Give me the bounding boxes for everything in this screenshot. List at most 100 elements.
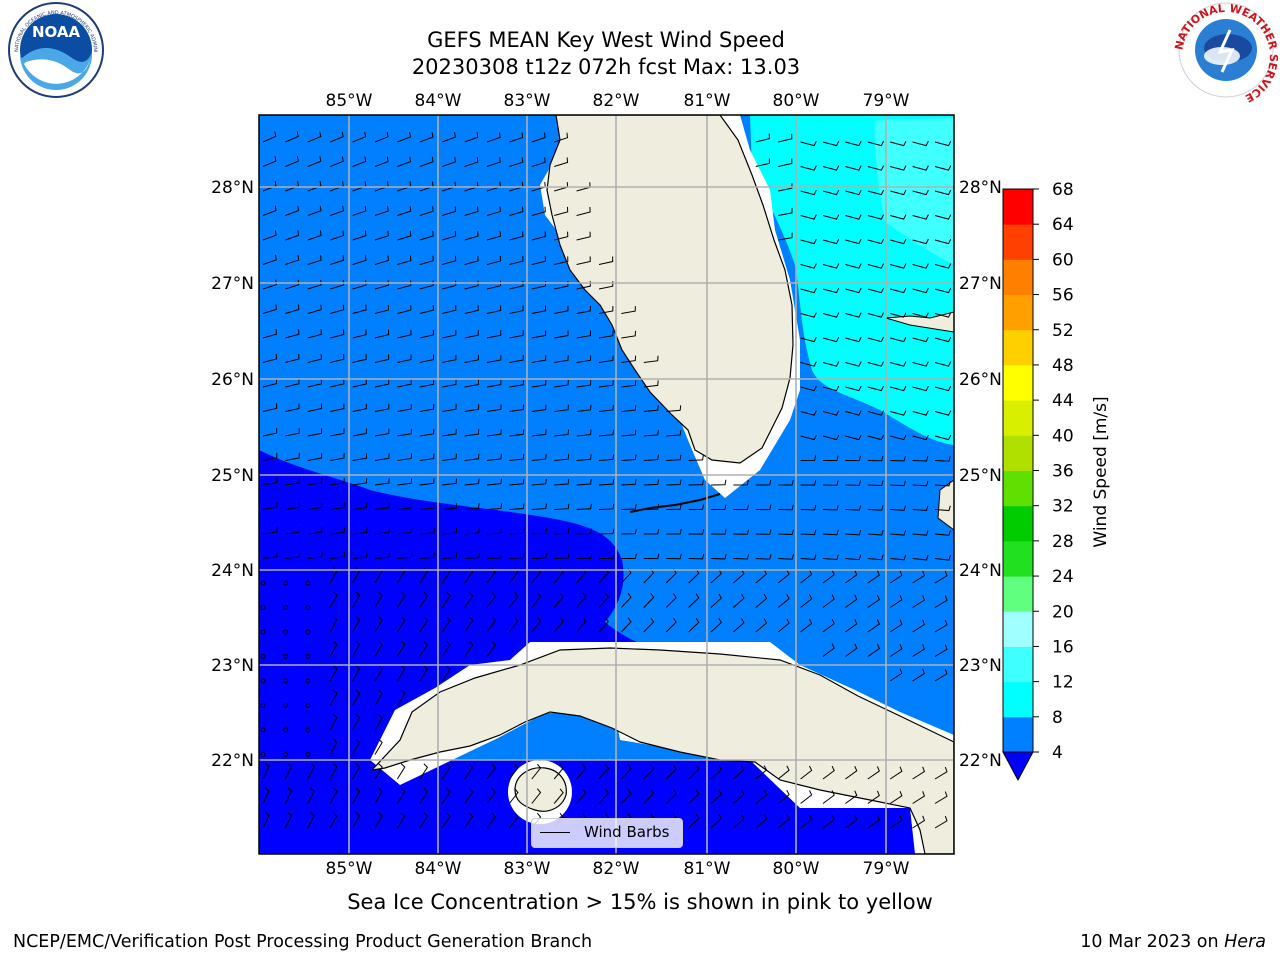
- wind-barb: [912, 214, 929, 220]
- wind-barb: [934, 644, 948, 657]
- wind-barb: [845, 505, 862, 511]
- wind-barb: [576, 479, 592, 486]
- wind-barb: [531, 231, 546, 241]
- colorbar-segment: [1003, 716, 1033, 753]
- wind-barb: [464, 379, 480, 388]
- wind-barb: [934, 505, 951, 512]
- wind-barb: [598, 404, 614, 412]
- wind-barb: [352, 453, 368, 461]
- colorbar-segment: [1003, 189, 1033, 225]
- lon-label: 81°W: [684, 859, 731, 879]
- calm-wind-marker: [305, 703, 311, 708]
- wind-barb: [442, 255, 457, 265]
- wind-barb: [576, 528, 592, 535]
- wind-barb: [576, 330, 592, 339]
- wind-barb: [710, 553, 727, 560]
- calm-wind-marker: [260, 727, 266, 733]
- wind-barb: [845, 434, 862, 441]
- wind-barb: [509, 429, 525, 437]
- lat-label: 24°N: [211, 561, 254, 581]
- wind-barb: [733, 529, 750, 535]
- colorbar-tick-label: 20: [1052, 602, 1074, 622]
- lat-label: 22°N: [211, 751, 254, 771]
- wind-barb: [666, 528, 682, 535]
- wind-barb: [800, 263, 817, 269]
- wind-barb: [419, 640, 429, 657]
- wind-barb: [621, 617, 632, 633]
- wind-barb: [621, 479, 637, 486]
- wind-barb: [419, 591, 429, 608]
- wind-barb: [352, 477, 368, 486]
- wind-barb: [374, 428, 390, 437]
- wind-barb: [598, 429, 614, 437]
- wind-barb: [643, 504, 660, 510]
- wind-barb: [509, 552, 525, 559]
- wind-barb: [912, 530, 929, 536]
- wind-barb: [643, 380, 659, 388]
- calm-wind-marker: [305, 752, 311, 757]
- wind-barb: [329, 689, 338, 706]
- wind-barb: [666, 405, 682, 412]
- wind-barb: [755, 554, 772, 560]
- wind-barb: [688, 813, 700, 829]
- wind-barb: [576, 503, 592, 510]
- wind-barb: [598, 479, 615, 486]
- wind-barb: [934, 668, 948, 682]
- wind-barb: [867, 594, 880, 608]
- colorbar-segment: [1003, 576, 1033, 612]
- wind-barb: [800, 312, 817, 318]
- wind-barb: [643, 764, 655, 780]
- wind-barb: [464, 231, 479, 241]
- wind-barb: [755, 789, 768, 804]
- wind-barb: [486, 616, 496, 633]
- wind-barb: [285, 329, 300, 339]
- wind-barb: [419, 354, 435, 363]
- cuba-land: [370, 647, 954, 854]
- wind-barb: [912, 410, 929, 416]
- wind-barb: [912, 189, 929, 196]
- wind-barb: [509, 404, 525, 412]
- wind-barb: [285, 131, 299, 143]
- wind-barb: [912, 644, 926, 657]
- lat-labels-right: 28°N 27°N 26°N 25°N 24°N 23°N 22°N: [959, 178, 1002, 771]
- wind-barb: [509, 305, 524, 314]
- wind-barb: [397, 280, 412, 290]
- wind-barb: [374, 205, 389, 216]
- wind-barb: [442, 503, 458, 510]
- wind-barb: [867, 766, 880, 780]
- wind-barb: [396, 640, 406, 657]
- wind-barb: [845, 385, 862, 392]
- wind-barb: [621, 788, 632, 804]
- wind-barb: [397, 255, 412, 265]
- wind-barb: [285, 452, 300, 461]
- wind-barb: [822, 140, 840, 147]
- wind-barb: [419, 428, 435, 437]
- wind-barb: [374, 616, 383, 633]
- colorbar-segment: [1003, 505, 1033, 542]
- wind-barb: [777, 765, 790, 780]
- wind-barb: [397, 428, 412, 437]
- wind-barb: [352, 181, 367, 192]
- wind-barb: [666, 429, 682, 437]
- footer-machine: Hera: [1224, 932, 1266, 952]
- wind-barb: [262, 254, 277, 265]
- wind-barb: [912, 815, 926, 829]
- wind-barb: [822, 336, 840, 343]
- wind-barb: [710, 593, 722, 608]
- wind-barb: [867, 434, 885, 441]
- wind-barb: [553, 764, 564, 780]
- wind-barb: [531, 592, 542, 608]
- wind-barb: [262, 180, 277, 192]
- wind-barb: [374, 502, 390, 510]
- wind-barb: [397, 552, 413, 559]
- wind-barb: [330, 205, 344, 216]
- colorbar-segment: [1003, 611, 1033, 647]
- wind-barb: [307, 354, 322, 363]
- wind-barb: [307, 205, 322, 216]
- wind-barb: [352, 379, 367, 388]
- wind-barb: [688, 789, 700, 804]
- wind-barb: [912, 619, 926, 633]
- wind-barb: [845, 529, 862, 536]
- wind-barb: [442, 478, 458, 486]
- wind-barb: [576, 454, 592, 461]
